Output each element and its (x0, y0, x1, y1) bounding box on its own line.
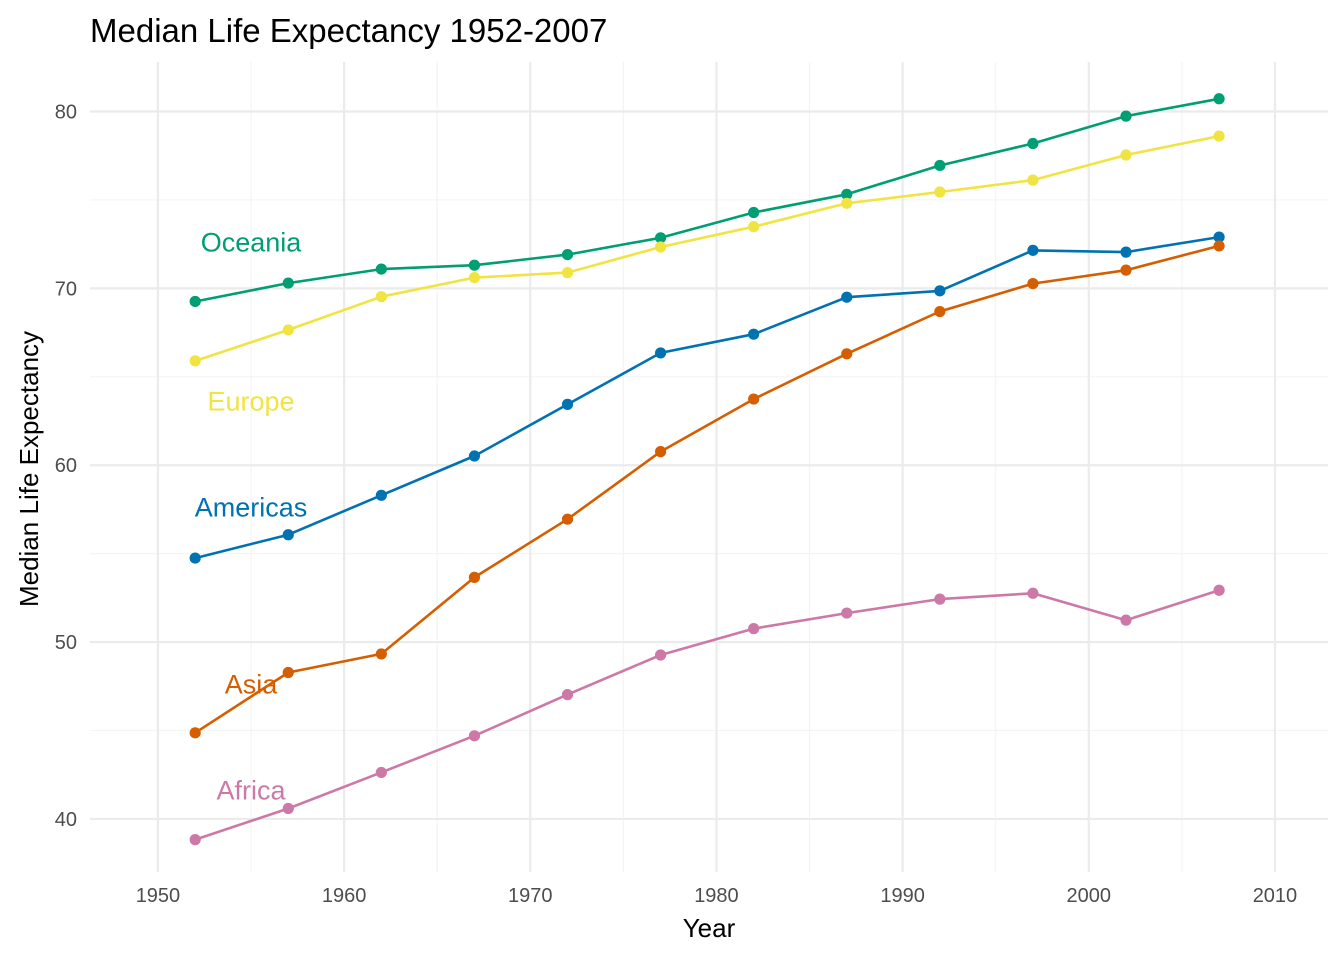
series-label-oceania: Oceania (201, 227, 303, 257)
data-point-africa (748, 623, 760, 635)
data-point-americas (934, 285, 946, 297)
data-point-europe (468, 271, 481, 284)
y-tick-label: 40 (55, 809, 77, 831)
data-point-europe (375, 291, 387, 303)
data-point-oceania (189, 295, 201, 308)
series-label-americas: Americas (195, 493, 308, 523)
series-label-europe: Europe (207, 387, 294, 417)
data-point-asia (561, 513, 574, 525)
x-axis-title: Year (683, 913, 736, 943)
x-tick-label: 1970 (508, 885, 553, 907)
data-point-asia (282, 666, 294, 679)
data-point-europe (934, 186, 946, 198)
data-point-asia (1213, 240, 1225, 252)
data-point-africa (934, 593, 946, 605)
data-point-asia (189, 727, 201, 739)
series-line-africa (194, 589, 1220, 841)
y-tick-label: 50 (55, 632, 77, 654)
data-point-europe (841, 197, 853, 209)
x-tick-label: 1980 (694, 885, 739, 907)
series-label-asia: Asia (225, 670, 279, 700)
data-point-africa (1027, 587, 1039, 599)
data-point-americas (468, 450, 481, 462)
x-tick-label: 1990 (880, 885, 925, 907)
data-point-europe (561, 267, 574, 279)
data-point-africa (375, 766, 387, 779)
data-point-americas (561, 398, 574, 410)
data-point-asia (468, 571, 481, 583)
x-tick-label: 1950 (136, 885, 181, 907)
data-point-africa (1213, 584, 1225, 596)
series-lines (194, 97, 1220, 841)
y-tick-label: 60 (55, 455, 77, 477)
data-point-africa (561, 689, 574, 701)
data-point-africa (841, 607, 853, 619)
data-point-americas (1027, 244, 1039, 256)
data-point-asia (748, 393, 760, 405)
data-point-americas (189, 552, 201, 564)
series-points (189, 93, 1225, 846)
data-point-oceania (1120, 110, 1132, 122)
data-point-oceania (748, 206, 760, 219)
series-labels: Oceania Europe Americas Asia Africa (195, 227, 308, 805)
data-point-americas (1213, 231, 1225, 243)
data-point-asia (1027, 278, 1039, 290)
series-line-asia (194, 244, 1220, 734)
data-point-americas (654, 347, 667, 359)
series-line-americas (194, 235, 1220, 560)
data-point-asia (934, 305, 946, 318)
data-point-oceania (654, 232, 667, 244)
series-label-africa: Africa (217, 776, 287, 806)
data-point-africa (282, 802, 294, 815)
data-point-oceania (468, 259, 481, 271)
data-point-europe (748, 221, 760, 233)
x-tick-label: 2010 (1253, 885, 1298, 907)
data-point-oceania (841, 188, 853, 200)
data-point-americas (375, 489, 387, 501)
data-point-europe (1213, 130, 1225, 142)
data-point-europe (1120, 149, 1132, 161)
grid-lines (90, 62, 1328, 872)
data-point-africa (189, 834, 201, 846)
data-point-americas (748, 328, 760, 340)
data-point-asia (654, 446, 667, 458)
data-point-oceania (282, 277, 294, 289)
data-point-africa (1120, 614, 1132, 626)
chart-title: Median Life Expectancy 1952-2007 (90, 12, 607, 49)
data-point-oceania (375, 263, 387, 275)
data-point-europe (189, 355, 201, 367)
y-tick-label: 80 (55, 102, 77, 124)
axis-ticks: 1950 1960 1970 1980 1990 2000 2010 40 50 60 70 80 (55, 102, 1297, 907)
data-point-africa (468, 730, 481, 742)
data-point-africa (654, 649, 667, 661)
x-tick-label: 1960 (322, 885, 367, 907)
data-point-oceania (561, 248, 574, 261)
data-point-europe (654, 241, 667, 253)
x-tick-label: 2000 (1067, 885, 1112, 907)
series-line-europe (194, 134, 1220, 363)
data-point-asia (1120, 264, 1132, 276)
data-point-americas (841, 291, 853, 303)
data-point-europe (282, 324, 294, 336)
data-point-asia (375, 648, 387, 660)
y-tick-label: 70 (55, 278, 77, 300)
data-point-oceania (1027, 137, 1039, 150)
y-axis-title: Median Life Expectancy (14, 331, 44, 607)
data-point-asia (841, 348, 853, 360)
data-point-oceania (1213, 93, 1225, 105)
data-point-americas (282, 529, 294, 541)
series-line-oceania (194, 97, 1220, 303)
data-point-oceania (934, 159, 946, 172)
data-point-europe (1027, 174, 1039, 186)
data-point-americas (1120, 246, 1132, 258)
